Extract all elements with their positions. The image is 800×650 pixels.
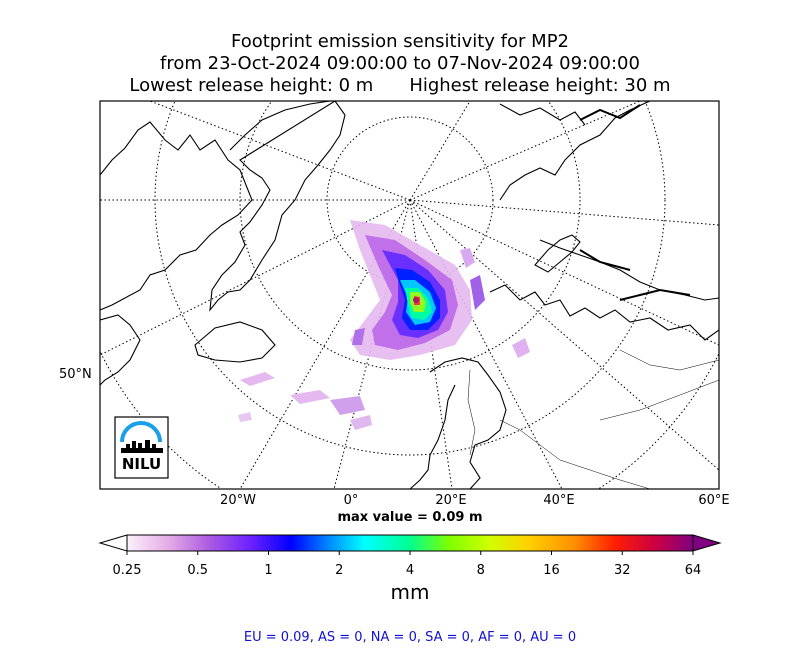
- region-summary: EU = 0.09, AS = 0, NA = 0, SA = 0, AF = …: [243, 630, 577, 645]
- lowest-release-height: Lowest release height: 0 m: [129, 75, 374, 96]
- footprint-plume: [238, 220, 530, 430]
- country-borders: [467, 349, 719, 489]
- graticule-latitudes: [100, 101, 719, 489]
- colorbar-tick-label: 64: [684, 563, 702, 578]
- colorbar-tick-label: 8: [476, 563, 485, 578]
- colorbar: [98, 534, 722, 555]
- nilu-logo: [114, 416, 169, 479]
- colorbar-tick-label: 0.5: [187, 563, 209, 578]
- rivers: [579, 104, 691, 301]
- longitude-label: 20°E: [435, 493, 467, 508]
- latitude-label-50n: 50°N: [59, 367, 92, 382]
- map-time-range: from 23-Oct-2024 09:00:00 to 07-Nov-2024…: [160, 53, 640, 74]
- longitude-label: 20°W: [220, 493, 256, 508]
- colorbar-tick-label: 1: [264, 563, 273, 578]
- coastlines: [100, 101, 719, 489]
- longitude-label: 60°E: [698, 493, 730, 508]
- colorbar-tick-label: 2: [335, 563, 344, 578]
- nilu-logo-text: NILU: [121, 455, 162, 473]
- map-title: Footprint emission sensitivity for MP2: [230, 31, 569, 52]
- colorbar-tick-label: 4: [405, 563, 415, 578]
- colorbar-unit: mm: [390, 580, 430, 604]
- longitude-label: 0°: [343, 493, 359, 508]
- map-frame: [99, 100, 720, 490]
- highest-release-height: Highest release height: 30 m: [409, 75, 671, 96]
- map-release-heights: Lowest release height: 0 m Highest releas…: [0, 75, 800, 97]
- max-value: max value = 0.09 m: [337, 510, 483, 525]
- longitude-label: 40°E: [543, 493, 575, 508]
- colorbar-tick-label: 32: [613, 563, 631, 578]
- colorbar-tick-label: 0.25: [112, 563, 142, 578]
- colorbar-tick-label: 16: [543, 563, 560, 578]
